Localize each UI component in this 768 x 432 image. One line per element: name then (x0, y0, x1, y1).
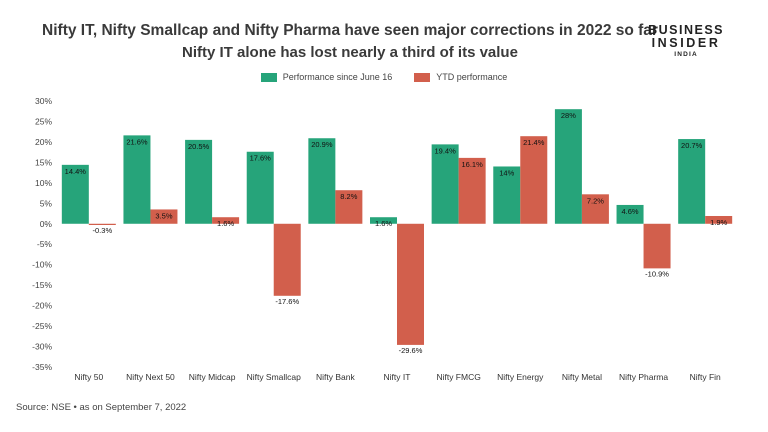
data-label: 8.2% (340, 192, 357, 201)
data-label: 20.5% (188, 142, 210, 151)
y-tick-label: 25% (35, 116, 52, 126)
bar-since-june (616, 204, 644, 224)
bar-ytd (150, 209, 178, 224)
chart-legend: Performance since June 16 YTD performanc… (0, 72, 768, 82)
y-tick-label: -15% (32, 280, 52, 290)
x-category-label: Nifty Smallcap (247, 372, 302, 382)
data-label: 20.9% (311, 140, 333, 149)
data-label: 4.6% (621, 207, 638, 216)
bar-ytd (458, 157, 486, 224)
x-category-label: Nifty 50 (74, 372, 103, 382)
bar-ytd (520, 136, 548, 224)
legend-label-ytd: YTD performance (436, 72, 508, 82)
bar-since-june (678, 139, 706, 224)
data-label: 17.6% (250, 154, 272, 163)
data-label: 14% (499, 168, 514, 177)
y-tick-label: -10% (32, 260, 52, 270)
x-category-label: Nifty Energy (497, 372, 544, 382)
data-label: 1.6% (217, 219, 234, 228)
y-tick-label: 20% (35, 137, 52, 147)
bar-since-june (61, 164, 89, 224)
bar-ytd (397, 223, 424, 345)
data-label: 28% (561, 111, 576, 120)
bar-ytd (212, 217, 240, 224)
business-insider-logo: BUSINESS INSIDER INDIA (648, 24, 724, 59)
y-tick-label: 5% (40, 198, 53, 208)
logo-line-1: BUSINESS (648, 23, 724, 37)
bar-ytd (273, 223, 301, 296)
legend-item-since-june: Performance since June 16 (260, 72, 393, 82)
logo-line-2: INSIDER (651, 36, 721, 50)
bar-ytd (335, 190, 363, 224)
bar-since-june (493, 166, 521, 224)
data-label: 7.2% (587, 196, 604, 205)
x-category-label: Nifty IT (384, 372, 411, 382)
x-category-label: Nifty Next 50 (126, 372, 175, 382)
chart-title: Nifty IT, Nifty Smallcap and Nifty Pharm… (42, 22, 658, 39)
legend-label-since-june: Performance since June 16 (282, 72, 393, 82)
y-tick-label: -30% (32, 342, 52, 352)
y-tick-label: 10% (35, 178, 52, 188)
data-label: 19.4% (434, 146, 456, 155)
logo-line-3: INDIA (674, 51, 698, 58)
data-label: -0.3% (93, 226, 113, 235)
data-label: 21.4% (523, 138, 545, 147)
x-category-label: Nifty Pharma (619, 372, 668, 382)
bar-since-june (308, 138, 336, 224)
bar-ytd (88, 223, 116, 225)
bar-since-june (123, 135, 151, 224)
bar-ytd (643, 223, 671, 269)
bar-since-june (554, 109, 582, 224)
legend-swatch-since-june (260, 72, 277, 82)
data-label: 1.6% (375, 219, 392, 228)
bar-since-june (431, 144, 459, 224)
bar-since-june (185, 139, 213, 224)
chart-subtitle: Nifty IT alone has lost nearly a third o… (182, 44, 518, 61)
data-label: 3.5% (155, 211, 172, 220)
y-tick-label: 0% (40, 219, 53, 229)
y-tick-label: -20% (32, 301, 52, 311)
legend-swatch-ytd (414, 72, 431, 82)
y-tick-label: 30% (35, 96, 52, 106)
bar-ytd (581, 194, 609, 224)
x-category-label: Nifty FMCG (436, 372, 480, 382)
data-label: -10.9% (645, 269, 669, 278)
data-label: -17.6% (275, 297, 299, 306)
x-category-label: Nifty Midcap (189, 372, 236, 382)
data-label: -29.6% (399, 346, 423, 355)
data-label: 21.6% (126, 137, 148, 146)
source-note: Source: NSE • as on September 7, 2022 (16, 402, 187, 413)
data-label: 14.4% (65, 167, 87, 176)
y-tick-label: -35% (32, 362, 52, 372)
data-label: 20.7% (681, 141, 703, 150)
x-category-label: Nifty Metal (562, 372, 602, 382)
x-category-label: Nifty Bank (316, 372, 355, 382)
bar-since-june (370, 217, 397, 224)
y-tick-label: -25% (32, 321, 52, 331)
data-label: 1.9% (710, 218, 727, 227)
bar-since-june (246, 151, 274, 224)
legend-item-ytd: YTD performance (414, 72, 507, 82)
y-tick-label: -5% (37, 239, 53, 249)
x-category-label: Nifty Fin (690, 372, 721, 382)
bar-ytd (705, 215, 733, 224)
y-tick-label: 15% (35, 157, 52, 167)
data-label: 16.1% (461, 160, 483, 169)
